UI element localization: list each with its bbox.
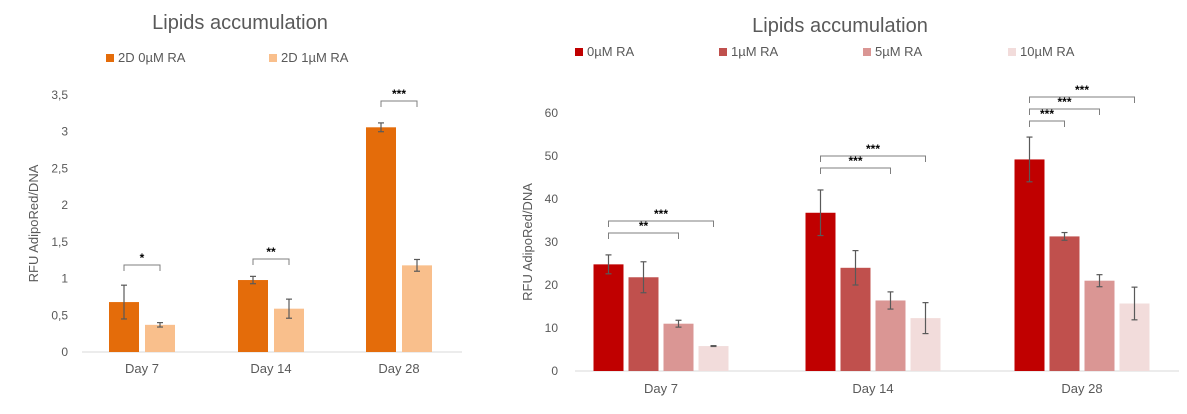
right-legend-label-2: 5µM RA [875, 44, 923, 59]
left-x-tick-label: Day 28 [378, 361, 419, 376]
left-y-tick-label: 3,5 [51, 88, 68, 102]
left-y-tick-label: 1 [61, 272, 68, 286]
right-significance-label: ** [639, 219, 649, 233]
left-legend-label-0: 2D 0µM RA [118, 50, 186, 65]
right-x-tick-label: Day 7 [644, 381, 678, 396]
right-bar [1014, 159, 1045, 371]
right-legend-swatch-3 [1008, 48, 1016, 56]
left-bar [145, 324, 175, 352]
left-legend-swatch-0 [106, 54, 114, 62]
left-bar [402, 265, 432, 352]
left-significance-label: ** [266, 245, 276, 259]
right-bar [875, 300, 906, 371]
right-legend-label-3: 10µM RA [1020, 44, 1075, 59]
right-legend-label-0: 0µM RA [587, 44, 635, 59]
left-significance-label: * [140, 251, 145, 265]
left-chart-title: Lipids accumulation [152, 12, 328, 34]
right-significance-label: *** [866, 142, 880, 156]
right-legend-swatch-0 [575, 48, 583, 56]
left-bar [366, 127, 396, 353]
right-y-tick-label: 40 [545, 192, 559, 206]
chart-left-svg: Lipids accumulation 2D 0µM RA 2D 1µM RA 0 0,… [26, 12, 462, 376]
chart-left: Lipids accumulation 2D 0µM RA 2D 1µM RA 0 0,… [0, 0, 470, 414]
left-significance-bracket [380, 100, 418, 107]
left-legend-label-1: 2D 1µM RA [281, 50, 349, 65]
left-x-tick-label: Day 14 [250, 361, 291, 376]
right-y-tick-label: 0 [551, 364, 558, 378]
right-y-tick-label: 10 [545, 321, 559, 335]
left-y-tick-label: 0 [61, 345, 68, 359]
right-significance-bracket [1029, 120, 1065, 127]
right-bar [1049, 236, 1080, 371]
right-bar [593, 264, 624, 371]
right-legend-label-1: 1µM RA [731, 44, 779, 59]
right-significance-label: *** [1057, 95, 1071, 109]
right-x-tick-label: Day 28 [1061, 381, 1102, 396]
right-x-tick-label: Day 14 [852, 381, 893, 396]
right-significance-bracket [1029, 108, 1100, 115]
right-bar [663, 323, 694, 371]
left-x-tick-label: Day 7 [125, 361, 159, 376]
right-y-tick-label: 20 [545, 278, 559, 292]
left-significance-bracket [123, 264, 161, 271]
right-significance-bracket [820, 155, 926, 162]
right-bar [1084, 280, 1115, 371]
left-significance-bracket [252, 258, 290, 265]
left-y-tick-label: 2,5 [51, 161, 68, 175]
right-y-tick-label: 50 [545, 149, 559, 163]
right-chart-title: Lipids accumulation [752, 15, 928, 37]
left-y-tick-label: 3 [61, 125, 68, 139]
right-significance-label: *** [654, 207, 668, 221]
right-significance-bracket [608, 220, 714, 227]
chart-right-svg: Lipids accumulation 0µM RA 1µM RA 5µM RA 10µ… [520, 15, 1179, 396]
right-significance-bracket [1029, 96, 1135, 103]
right-legend-swatch-1 [719, 48, 727, 56]
right-bar [698, 346, 729, 371]
right-significance-label: *** [1040, 107, 1054, 121]
right-y-tick-label: 30 [545, 235, 559, 249]
left-y-tick-label: 2 [61, 198, 68, 212]
left-y-axis-label: RFU AdipoRed/DNA [26, 164, 41, 282]
left-y-tick-label: 0,5 [51, 308, 68, 322]
left-significance-label: *** [392, 87, 406, 101]
right-significance-label: *** [1075, 83, 1089, 97]
right-significance-bracket [608, 232, 679, 239]
left-y-tick-label: 1,5 [51, 235, 68, 249]
left-bar [238, 280, 268, 352]
left-legend-swatch-1 [269, 54, 277, 62]
right-significance-label: *** [848, 154, 862, 168]
right-significance-bracket [820, 167, 891, 174]
chart-right: Lipids accumulation 0µM RA 1µM RA 5µM RA 10µ… [495, 0, 1187, 414]
right-legend-swatch-2 [863, 48, 871, 56]
right-y-tick-label: 60 [545, 106, 559, 120]
right-y-axis-label: RFU AdipoRed/DNA [520, 183, 535, 301]
right-bar [805, 212, 836, 371]
